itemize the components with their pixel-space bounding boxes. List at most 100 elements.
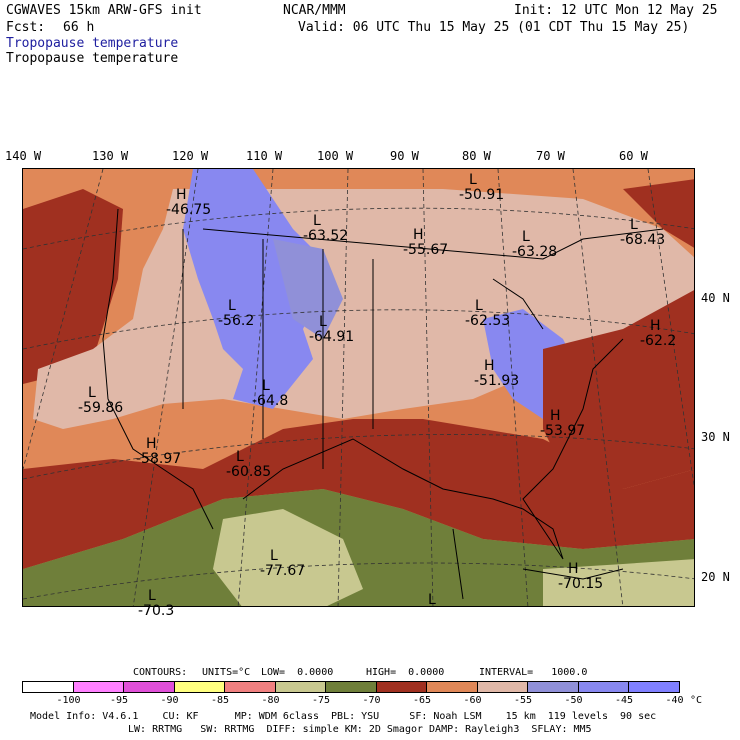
marker-value: -64.8 [252,393,289,409]
marker-value: -70.3 [138,603,175,619]
lon-label: 60 W [619,149,648,163]
color-scale-swatch [22,681,74,693]
low-label: LOW= 0.0000 [261,667,334,678]
valid-time: Valid: 06 UTC Thu 15 May 25 (01 CDT Thu … [298,20,690,35]
forecast-hour: 66 h [63,20,95,35]
low-marker: L [475,298,483,314]
color-scale-tick: -50 [564,695,583,706]
lon-label: 140 W [5,149,42,163]
field-title-contour: Tropopause temperature [6,51,179,66]
color-scale-swatch [628,681,680,693]
center-label: NCAR/MMM [283,3,346,18]
shade-tan-mexico [213,509,363,606]
low-marker: L [262,378,270,394]
marker-value: -62.53 [465,313,511,329]
color-scale-tick: -100 [56,695,81,706]
marker-value: -63.52 [303,228,349,244]
color-scale-swatch [577,681,629,693]
high-marker: H [550,408,561,424]
marker-value: -58.97 [136,451,182,467]
graticule [23,169,694,606]
marker-value: -53.97 [540,423,586,439]
low-marker: L [236,449,244,465]
tropopause-temperature-map [22,168,695,607]
low-marker: L [630,217,638,233]
color-scale-swatch [72,681,124,693]
lon-label: 130 W [92,149,129,163]
low-marker: L [319,314,327,330]
marker-value: -64.91 [309,329,355,345]
shade-tan-caribbean [543,559,694,606]
marker-value: -77.67 [260,563,306,579]
lat-label: 30 N [701,430,730,444]
color-scale-swatch [476,681,528,693]
low-marker: L [522,229,530,245]
field-title-shaded: Tropopause temperature [6,36,179,51]
marker-value: -50.91 [459,187,505,203]
lon-label: 120 W [172,149,209,163]
low-marker: L [228,298,236,314]
low-marker: L [428,592,436,608]
low-marker: L [313,213,321,229]
physics-info-line: LW: RRTMG SW: RRTMG DIFF: simple KM: 2D … [128,724,592,735]
interval-label: INTERVAL= 1000.0 [479,667,588,678]
color-scale-tick: -90 [160,695,179,706]
high-marker: H [484,358,495,374]
contours-label: CONTOURS: [133,667,188,678]
marker-value: -68.43 [620,232,666,248]
unit-end-label: °C [690,695,703,706]
color-scale-tick: -60 [463,695,482,706]
color-scale-tick: -85 [210,695,230,706]
low-marker: L [469,172,477,188]
high-marker: H [146,436,157,452]
coastlines [102,208,664,600]
color-scale-swatch [527,681,579,693]
forecast-label: Fcst: [6,20,46,35]
color-scale-swatch [426,681,478,693]
shade-purple-west [273,239,343,339]
init-time: Init: 12 UTC Mon 12 May 25 [514,3,718,18]
color-scale-tick: -95 [109,695,129,706]
color-scale-swatch [375,681,427,693]
lon-label: 80 W [462,149,491,163]
color-scale-tick: -55 [513,695,533,706]
high-label: HIGH= 0.0000 [366,667,445,678]
marker-value: -59.86 [78,400,124,416]
lat-label: 20 N [701,570,730,584]
lon-label: 70 W [536,149,565,163]
units-label: UNITS=°C [202,667,251,678]
color-scale-tick: -45 [614,695,634,706]
model-info-line: Model Info: V4.6.1 CU: KF MP: WDM 6class… [30,711,657,722]
high-marker: H [650,318,661,334]
color-scale-swatch [274,681,326,693]
marker-value: -55.67 [403,242,449,258]
low-marker: L [148,588,156,604]
low-marker: L [270,548,278,564]
marker-value: -70.15 [558,576,604,592]
color-scale-swatch [173,681,225,693]
lon-label: 90 W [390,149,419,163]
color-scale-tick: -65 [412,695,432,706]
shade-warm-northwest [23,189,123,384]
lat-label: 40 N [701,291,730,305]
marker-value: -63.28 [512,244,558,260]
color-scale-swatch [224,681,276,693]
shade-blue-west [183,169,323,409]
color-scale-swatch [325,681,377,693]
low-marker: L [88,385,96,401]
high-marker: H [568,561,579,577]
color-scale-tick: -80 [261,695,280,706]
marker-value: -60.85 [226,464,272,480]
high-marker: H [176,187,187,203]
color-scale-tick: -75 [311,695,331,706]
marker-value: -62.2 [640,333,677,349]
marker-value: -51.93 [474,373,520,389]
color-scale-swatch [123,681,175,693]
shade-warm-south [23,419,694,569]
marker-value: -46.75 [166,202,212,218]
color-scale-tick: -70 [362,695,381,706]
shade-warm-east [543,290,694,489]
shade-warm-northeast [623,179,694,248]
model-title: CGWAVES 15km ARW-GFS init [6,3,202,18]
lon-label: 100 W [317,149,354,163]
